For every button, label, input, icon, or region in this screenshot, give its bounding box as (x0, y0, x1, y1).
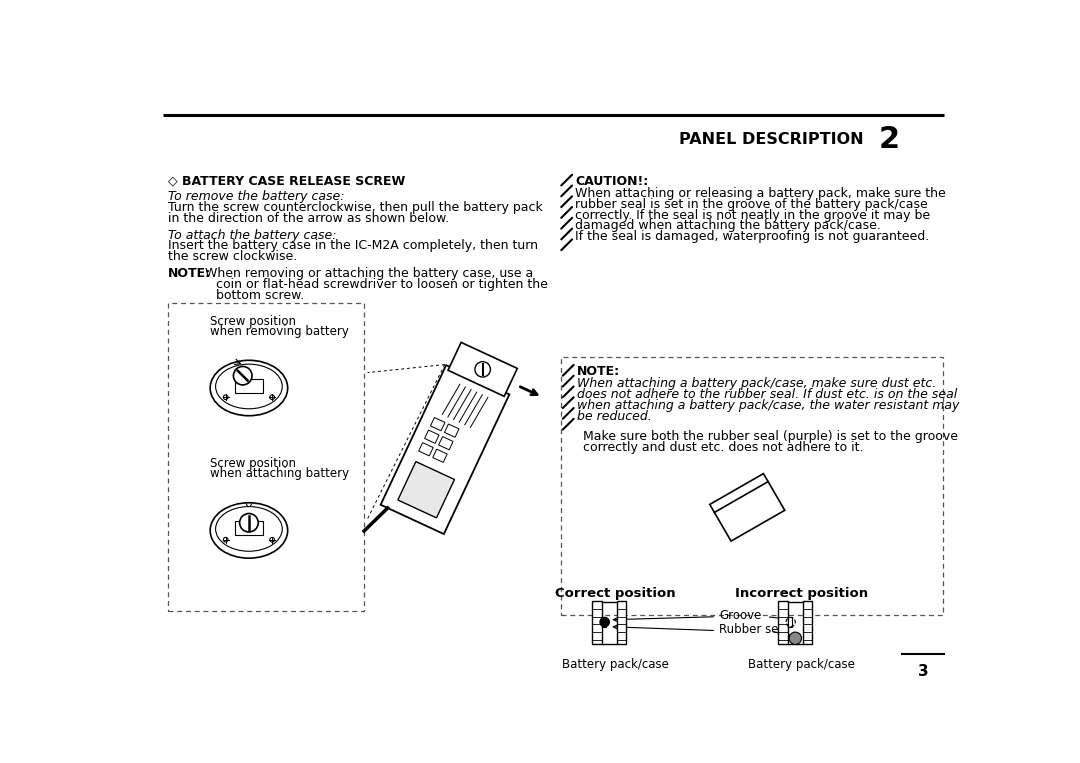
Polygon shape (433, 449, 447, 462)
Circle shape (224, 537, 228, 542)
Text: 3: 3 (918, 665, 929, 679)
Text: To attach the battery case:: To attach the battery case: (167, 229, 336, 242)
Text: Make sure both the rubber seal (purple) is set to the groove: Make sure both the rubber seal (purple) … (583, 430, 958, 443)
Text: does not adhere to the rubber seal. If dust etc. is on the seal: does not adhere to the rubber seal. If d… (577, 388, 957, 401)
Text: Groove: Groove (719, 609, 761, 622)
Text: Insert the battery case in the IC-M2A completely, then turn: Insert the battery case in the IC-M2A co… (167, 240, 538, 253)
Text: correctly and dust etc. does not adhere to it.: correctly and dust etc. does not adhere … (583, 441, 863, 454)
Text: Battery pack/case: Battery pack/case (748, 658, 855, 671)
Text: To remove the battery case:: To remove the battery case: (167, 190, 345, 203)
Polygon shape (380, 365, 510, 534)
Text: Screw position: Screw position (211, 457, 296, 470)
Ellipse shape (216, 364, 282, 409)
Text: Incorrect position: Incorrect position (734, 587, 868, 600)
Bar (602, 617, 606, 626)
Bar (617, 601, 626, 644)
Circle shape (270, 395, 274, 400)
Text: when attaching battery: when attaching battery (211, 467, 349, 481)
Bar (592, 601, 602, 644)
Text: coin or flat-head screwdriver to loosen or tighten the: coin or flat-head screwdriver to loosen … (216, 278, 548, 291)
Bar (787, 617, 793, 626)
Text: Turn the screw counterclockwise, then pull the battery pack: Turn the screw counterclockwise, then pu… (167, 201, 542, 214)
Ellipse shape (211, 503, 287, 559)
Text: NOTE:: NOTE: (167, 267, 211, 280)
Polygon shape (397, 462, 455, 518)
Text: bottom screw.: bottom screw. (216, 288, 303, 301)
Polygon shape (445, 424, 459, 437)
Text: the screw clockwise.: the screw clockwise. (167, 250, 297, 263)
Text: When attaching or releasing a battery pack, make sure the: When attaching or releasing a battery pa… (576, 187, 946, 200)
Text: When attaching a battery pack/case, make sure dust etc.: When attaching a battery pack/case, make… (577, 377, 936, 390)
Text: ◇ BATTERY CASE RELEASE SCREW: ◇ BATTERY CASE RELEASE SCREW (167, 175, 405, 188)
Text: when removing battery: when removing battery (211, 325, 349, 338)
Text: rubber seal is set in the groove of the battery pack/case: rubber seal is set in the groove of the … (576, 198, 928, 211)
Text: NOTE:: NOTE: (577, 365, 620, 378)
Text: correctly. If the seal is not neatly in the groove it may be: correctly. If the seal is not neatly in … (576, 208, 930, 221)
Text: in the direction of the arrow as shown below.: in the direction of the arrow as shown b… (167, 211, 448, 224)
Circle shape (789, 632, 801, 645)
Circle shape (270, 537, 274, 542)
Polygon shape (419, 443, 433, 456)
FancyBboxPatch shape (167, 304, 364, 611)
FancyBboxPatch shape (562, 357, 943, 615)
Text: PANEL DESCRIPTION: PANEL DESCRIPTION (679, 132, 864, 146)
Ellipse shape (211, 360, 287, 416)
Polygon shape (424, 430, 440, 443)
Circle shape (233, 366, 252, 385)
FancyBboxPatch shape (235, 378, 262, 393)
FancyBboxPatch shape (235, 521, 262, 535)
Text: 2: 2 (879, 125, 900, 154)
Text: when attaching a battery pack/case, the water resistant may: when attaching a battery pack/case, the … (577, 399, 959, 412)
Text: When removing or attaching the battery case, use a: When removing or attaching the battery c… (205, 267, 534, 280)
Ellipse shape (216, 507, 282, 551)
Circle shape (240, 513, 258, 532)
Text: Rubber seal: Rubber seal (719, 623, 789, 636)
Circle shape (475, 362, 490, 377)
Text: damaged when attaching the battery pack/case.: damaged when attaching the battery pack/… (576, 220, 881, 233)
Text: CAUTION!:: CAUTION!: (576, 175, 648, 188)
Bar (779, 601, 787, 644)
Polygon shape (438, 436, 454, 450)
Text: Screw position: Screw position (211, 315, 296, 328)
Bar (804, 601, 812, 644)
Polygon shape (710, 474, 785, 541)
Text: be reduced.: be reduced. (577, 410, 651, 423)
Text: Correct position: Correct position (555, 587, 676, 600)
Text: Battery pack/case: Battery pack/case (562, 658, 669, 671)
Circle shape (224, 395, 228, 400)
Circle shape (600, 617, 609, 626)
Polygon shape (448, 343, 517, 396)
Text: If the seal is damaged, waterproofing is not guaranteed.: If the seal is damaged, waterproofing is… (576, 230, 930, 243)
Polygon shape (431, 417, 445, 431)
